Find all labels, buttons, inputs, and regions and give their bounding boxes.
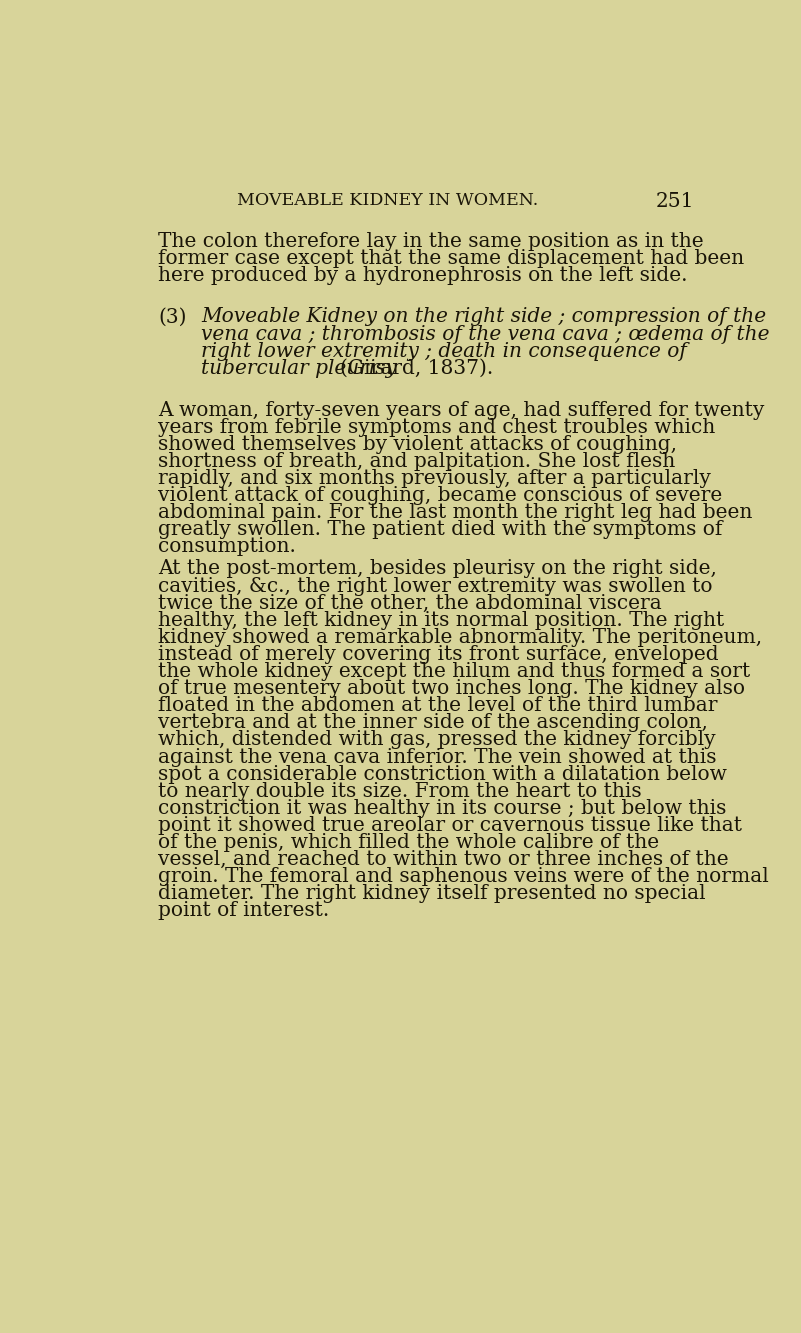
Text: years from febrile symptoms and chest troubles which: years from febrile symptoms and chest tr… xyxy=(159,417,715,437)
Text: of the penis, which filled the whole calibre of the: of the penis, which filled the whole cal… xyxy=(159,833,659,852)
Text: instead of merely covering its front surface, enveloped: instead of merely covering its front sur… xyxy=(159,645,718,664)
Text: point of interest.: point of interest. xyxy=(159,901,329,920)
Text: here produced by a hydronephrosis on the left side.: here produced by a hydronephrosis on the… xyxy=(159,265,688,285)
Text: violent attack of coughing, became conscious of severe: violent attack of coughing, became consc… xyxy=(159,487,723,505)
Text: former case except that the same displacement had been: former case except that the same displac… xyxy=(159,249,744,268)
Text: diameter. The right kidney itself presented no special: diameter. The right kidney itself presen… xyxy=(159,884,706,904)
Text: showed themselves by violent attacks of coughing,: showed themselves by violent attacks of … xyxy=(159,435,678,453)
Text: groin. The femoral and saphenous veins were of the normal: groin. The femoral and saphenous veins w… xyxy=(159,868,769,886)
Text: Moveable Kidney on the right side ; compression of the: Moveable Kidney on the right side ; comp… xyxy=(201,308,766,327)
Text: constriction it was healthy in its course ; but below this: constriction it was healthy in its cours… xyxy=(159,798,727,818)
Text: At the post-mortem, besides pleurisy on the right side,: At the post-mortem, besides pleurisy on … xyxy=(159,560,717,579)
Text: (3): (3) xyxy=(159,308,187,327)
Text: point it showed true areolar or cavernous tissue like that: point it showed true areolar or cavernou… xyxy=(159,816,743,834)
Text: A woman, forty-seven years of age, had suffered for twenty: A woman, forty-seven years of age, had s… xyxy=(159,400,765,420)
Text: spot a considerable constriction with a dilatation below: spot a considerable constriction with a … xyxy=(159,765,727,784)
Text: the whole kidney except the hilum and thus formed a sort: the whole kidney except the hilum and th… xyxy=(159,663,751,681)
Text: rapidly, and six months previously, after a particularly: rapidly, and six months previously, afte… xyxy=(159,469,711,488)
Text: vessel, and reached to within two or three inches of the: vessel, and reached to within two or thr… xyxy=(159,850,729,869)
Text: tubercular pleurisy: tubercular pleurisy xyxy=(201,359,396,377)
Text: MOVEABLE KIDNEY IN WOMEN.: MOVEABLE KIDNEY IN WOMEN. xyxy=(236,192,538,209)
Text: of true mesentery about two inches long. The kidney also: of true mesentery about two inches long.… xyxy=(159,678,745,698)
Text: 251: 251 xyxy=(656,192,694,212)
Text: twice the size of the other, the abdominal viscera: twice the size of the other, the abdomin… xyxy=(159,593,662,613)
Text: greatly swollen. The patient died with the symptoms of: greatly swollen. The patient died with t… xyxy=(159,520,723,539)
Text: (Girard, 1837).: (Girard, 1837). xyxy=(340,359,493,377)
Text: kidney showed a remarkable abnormality. The peritoneum,: kidney showed a remarkable abnormality. … xyxy=(159,628,763,647)
Text: which, distended with gas, pressed the kidney forcibly: which, distended with gas, pressed the k… xyxy=(159,730,716,749)
Text: cavities, &c., the right lower extremity was swollen to: cavities, &c., the right lower extremity… xyxy=(159,577,713,596)
Text: shortness of breath, and palpitation. She lost flesh: shortness of breath, and palpitation. Sh… xyxy=(159,452,675,471)
Text: The colon therefore lay in the same position as in the: The colon therefore lay in the same posi… xyxy=(159,232,704,251)
Text: abdominal pain. For the last month the right leg had been: abdominal pain. For the last month the r… xyxy=(159,503,753,523)
Text: to nearly double its size. From the heart to this: to nearly double its size. From the hear… xyxy=(159,781,642,801)
Text: healthy, the left kidney in its normal position. The right: healthy, the left kidney in its normal p… xyxy=(159,611,724,629)
Text: vena cava ; thrombosis of the vena cava ; œdema of the: vena cava ; thrombosis of the vena cava … xyxy=(201,325,770,344)
Text: vertebra and at the inner side of the ascending colon,: vertebra and at the inner side of the as… xyxy=(159,713,708,732)
Text: consumption.: consumption. xyxy=(159,537,296,556)
Text: against the vena cava inferior. The vein showed at this: against the vena cava inferior. The vein… xyxy=(159,748,717,766)
Text: right lower extremity ; death in consequence of: right lower extremity ; death in consequ… xyxy=(201,341,686,361)
Text: floated in the abdomen at the level of the third lumbar: floated in the abdomen at the level of t… xyxy=(159,696,718,716)
